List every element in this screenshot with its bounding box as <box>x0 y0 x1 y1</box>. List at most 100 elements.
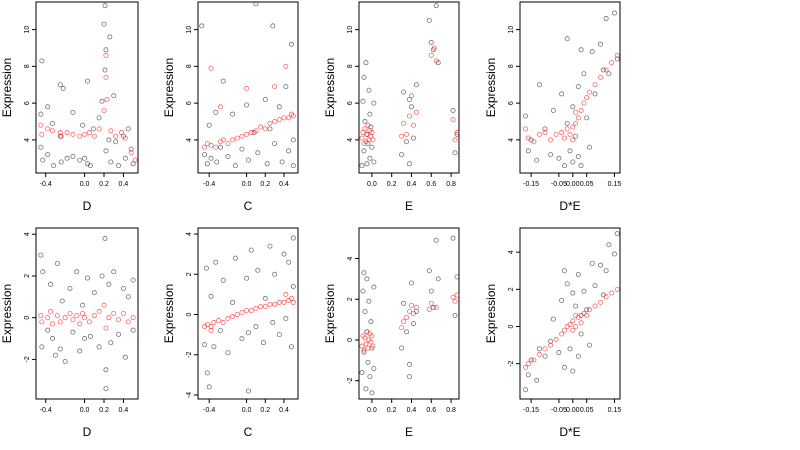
data-point-black <box>130 161 136 167</box>
data-point-red <box>213 144 219 150</box>
data-point-red <box>38 313 44 319</box>
data-point-black <box>77 348 83 354</box>
data-point-black <box>404 139 410 145</box>
y-tick-label: 4 <box>24 232 31 236</box>
x-tick-label: 0.15 <box>608 407 622 414</box>
y-tick-label: 4 <box>186 232 193 236</box>
data-point-black <box>267 126 273 132</box>
data-point-black <box>581 71 587 77</box>
x-tick-label: 0.4 <box>279 181 289 188</box>
data-point-black <box>589 49 595 55</box>
series-fitted <box>202 63 296 150</box>
y-tick-label: 4 <box>508 138 515 142</box>
data-point-red <box>248 307 254 313</box>
x-tick-label: 0.6 <box>426 181 436 188</box>
data-point-black <box>361 74 367 80</box>
y-axis-label: Expression <box>323 58 337 117</box>
series-fitted <box>202 291 296 334</box>
data-point-black <box>548 152 554 158</box>
data-point-black <box>371 159 377 165</box>
y-tick-label: 0 <box>347 338 354 342</box>
data-point-red <box>290 113 296 119</box>
data-point-black <box>365 359 371 365</box>
data-point-red <box>559 331 565 337</box>
data-point-black <box>220 78 226 84</box>
data-point-red <box>365 345 371 351</box>
data-point-black <box>40 269 46 275</box>
data-point-black <box>573 133 579 139</box>
data-point-black <box>454 131 460 137</box>
data-point-red <box>86 130 92 136</box>
x-axis: -0.4 0.0 0.2 0.4 <box>203 399 289 414</box>
y-axis-label: Expression <box>323 284 337 343</box>
data-point-red <box>272 301 278 307</box>
data-point-red <box>586 89 592 95</box>
x-tick-label: 0.00 <box>566 181 580 188</box>
data-point-red <box>450 117 456 123</box>
data-point-black <box>548 338 554 344</box>
y-tick-label: 6 <box>24 101 31 105</box>
data-point-black <box>559 91 565 97</box>
data-point-black <box>361 349 367 355</box>
data-point-red <box>404 315 410 321</box>
data-point-black <box>578 331 584 337</box>
series-observed <box>202 235 296 394</box>
data-point-black <box>428 288 434 294</box>
data-point-red <box>230 314 236 320</box>
data-point-red <box>239 309 245 315</box>
data-point-red <box>208 65 214 71</box>
data-point-red <box>244 307 250 313</box>
data-point-red <box>283 63 289 69</box>
x-tick-label: -0.15 <box>523 407 539 414</box>
y-axis: -4 -2 0 2 4 <box>186 232 198 398</box>
data-point-black <box>244 275 250 281</box>
data-point-black <box>38 111 44 117</box>
data-point-red <box>399 325 405 331</box>
data-point-red <box>82 131 88 137</box>
data-point-red <box>413 304 419 310</box>
data-point-red <box>542 130 548 136</box>
data-point-red <box>86 319 92 325</box>
x-axis-label: D*E <box>559 425 580 439</box>
data-point-red <box>536 351 542 357</box>
data-point-red <box>581 100 587 106</box>
data-point-red <box>614 286 620 292</box>
series-observed <box>199 1 296 169</box>
data-point-red <box>234 135 240 141</box>
series-fitted <box>38 302 136 331</box>
data-point-black <box>90 126 96 132</box>
data-point-black <box>367 374 373 380</box>
data-point-black <box>82 336 88 342</box>
x-tick-label: 0.2 <box>387 407 397 414</box>
data-point-black <box>361 270 367 276</box>
data-point-red <box>401 319 407 325</box>
data-point-red <box>234 312 240 318</box>
y-axis: -2 0 2 4 <box>347 256 359 384</box>
x-tick-label: 0.6 <box>426 407 436 414</box>
data-point-black <box>57 346 63 352</box>
data-point-black <box>211 344 217 350</box>
panel-3: 0.0 0.2 0.4 0.6 0.8 4 6 8 10 E Expression <box>323 1 460 213</box>
data-point-black <box>534 377 540 383</box>
data-point-red <box>523 364 529 370</box>
data-point-black <box>108 340 114 346</box>
data-point-black <box>272 271 278 277</box>
data-point-black <box>430 304 436 310</box>
y-axis: -2 0 2 4 <box>508 250 520 367</box>
data-point-red <box>361 347 367 353</box>
data-point-black <box>77 157 83 163</box>
series-fitted <box>359 45 460 147</box>
data-point-red <box>130 315 136 321</box>
data-point-black <box>38 144 44 150</box>
data-point-black <box>362 308 368 314</box>
data-point-red <box>592 82 598 88</box>
y-tick-label: 4 <box>24 138 31 142</box>
y-tick-label: 6 <box>347 101 354 105</box>
series-observed <box>359 3 460 169</box>
data-point-black <box>116 163 122 169</box>
data-point-red <box>401 120 407 126</box>
data-point-red <box>614 52 620 58</box>
y-tick-label: 0 <box>24 316 31 320</box>
data-point-red <box>570 327 576 333</box>
